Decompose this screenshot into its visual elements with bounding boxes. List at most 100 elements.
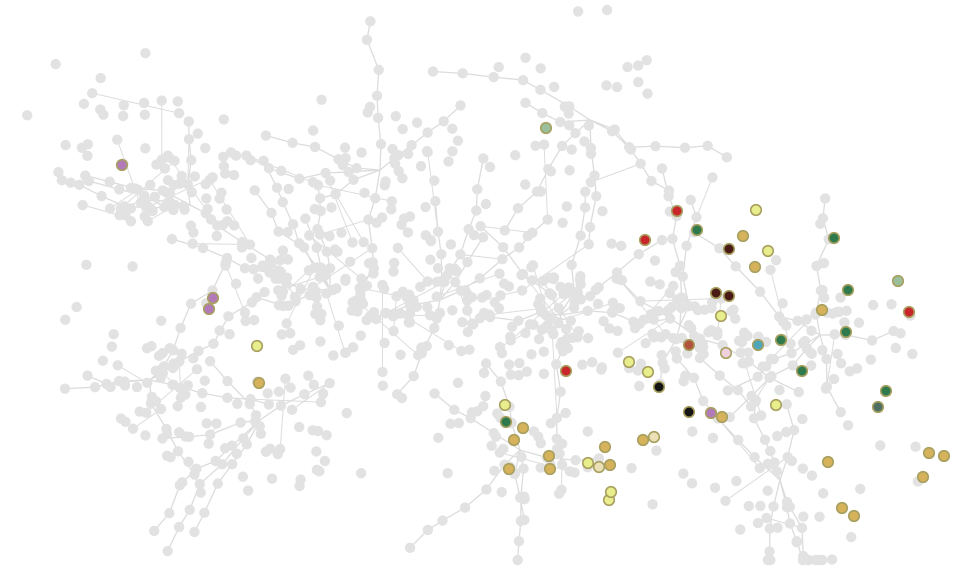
network-node bbox=[340, 347, 351, 358]
network-node bbox=[814, 511, 825, 522]
network-node bbox=[195, 401, 207, 413]
network-edge bbox=[543, 144, 549, 220]
network-node bbox=[278, 300, 289, 312]
network-node bbox=[230, 150, 242, 161]
network-node bbox=[406, 140, 417, 151]
network-node bbox=[566, 144, 577, 155]
network-node bbox=[285, 328, 296, 339]
network-node bbox=[526, 261, 537, 273]
network-node bbox=[670, 333, 682, 345]
network-node bbox=[200, 142, 211, 154]
network-node bbox=[186, 154, 197, 166]
network-node bbox=[376, 212, 388, 223]
network-node bbox=[560, 323, 572, 335]
network-node bbox=[351, 162, 362, 174]
network-node bbox=[367, 242, 378, 254]
network-node bbox=[764, 546, 775, 557]
network-node bbox=[664, 313, 676, 324]
network-node bbox=[762, 485, 773, 496]
network-edge bbox=[499, 452, 570, 472]
network-node bbox=[408, 370, 419, 382]
network-edge bbox=[476, 158, 484, 190]
network-node bbox=[436, 249, 447, 260]
network-node bbox=[748, 413, 760, 424]
network-node bbox=[551, 359, 562, 370]
network-node bbox=[82, 150, 93, 162]
network-node bbox=[145, 398, 157, 409]
network-node bbox=[635, 358, 647, 369]
network-node bbox=[687, 426, 698, 437]
highlighted-node-gold bbox=[543, 462, 557, 476]
network-node bbox=[106, 341, 118, 352]
network-node bbox=[108, 329, 119, 340]
network-node bbox=[365, 16, 376, 27]
network-node bbox=[264, 267, 275, 278]
network-node bbox=[656, 349, 667, 361]
network-node bbox=[60, 139, 71, 151]
network-node bbox=[142, 377, 153, 388]
network-edge bbox=[551, 331, 558, 418]
network-node bbox=[656, 332, 667, 343]
network-node bbox=[649, 255, 661, 266]
network-node bbox=[231, 448, 243, 459]
network-node bbox=[712, 330, 723, 341]
network-node bbox=[402, 148, 414, 160]
network-background-nodes bbox=[22, 4, 924, 566]
network-node bbox=[101, 378, 112, 390]
network-node bbox=[542, 214, 553, 225]
network-node bbox=[252, 273, 264, 284]
network-node bbox=[276, 165, 287, 177]
network-node bbox=[782, 451, 793, 463]
network-node bbox=[312, 425, 324, 437]
network-node bbox=[339, 142, 351, 153]
network-edge bbox=[589, 196, 597, 228]
network-node bbox=[377, 380, 389, 391]
network-node bbox=[867, 299, 879, 311]
network-node bbox=[194, 478, 206, 490]
network-node bbox=[742, 330, 753, 342]
network-node bbox=[680, 370, 691, 381]
network-node bbox=[378, 283, 390, 295]
network-node bbox=[415, 281, 426, 293]
network-node bbox=[815, 285, 827, 296]
network-node bbox=[232, 398, 243, 409]
network-node bbox=[404, 300, 416, 311]
network-node bbox=[388, 325, 399, 337]
network-node bbox=[535, 293, 546, 304]
network-node bbox=[543, 164, 554, 175]
network-node bbox=[275, 400, 287, 411]
highlighted-node-lime bbox=[622, 355, 636, 369]
highlighted-node-pink bbox=[719, 346, 733, 360]
network-node bbox=[343, 166, 354, 178]
network-node bbox=[344, 256, 356, 267]
network-node bbox=[607, 297, 619, 309]
network-edge bbox=[759, 291, 780, 317]
network-node bbox=[907, 348, 918, 360]
network-node bbox=[372, 112, 384, 124]
network-node bbox=[226, 459, 238, 470]
network-node bbox=[199, 507, 210, 519]
network-node bbox=[358, 236, 369, 248]
network-node bbox=[237, 471, 249, 482]
network-node bbox=[557, 217, 568, 229]
network-node bbox=[285, 382, 296, 393]
network-node bbox=[244, 398, 255, 410]
network-node bbox=[845, 531, 857, 543]
network-node bbox=[591, 190, 602, 202]
network-node bbox=[551, 433, 562, 445]
network-node bbox=[743, 500, 754, 512]
network-node bbox=[535, 63, 546, 74]
highlighted-node-gold bbox=[507, 433, 521, 447]
network-node bbox=[309, 141, 321, 153]
network-node bbox=[422, 127, 433, 138]
network-node bbox=[657, 357, 668, 368]
network-node bbox=[516, 285, 528, 296]
network-node bbox=[577, 359, 588, 370]
network-node bbox=[183, 431, 195, 442]
network-node bbox=[831, 306, 843, 318]
network-node bbox=[260, 130, 272, 141]
network-node bbox=[274, 443, 286, 455]
network-node bbox=[264, 443, 276, 454]
network-node bbox=[214, 193, 225, 204]
network-node bbox=[678, 468, 689, 479]
